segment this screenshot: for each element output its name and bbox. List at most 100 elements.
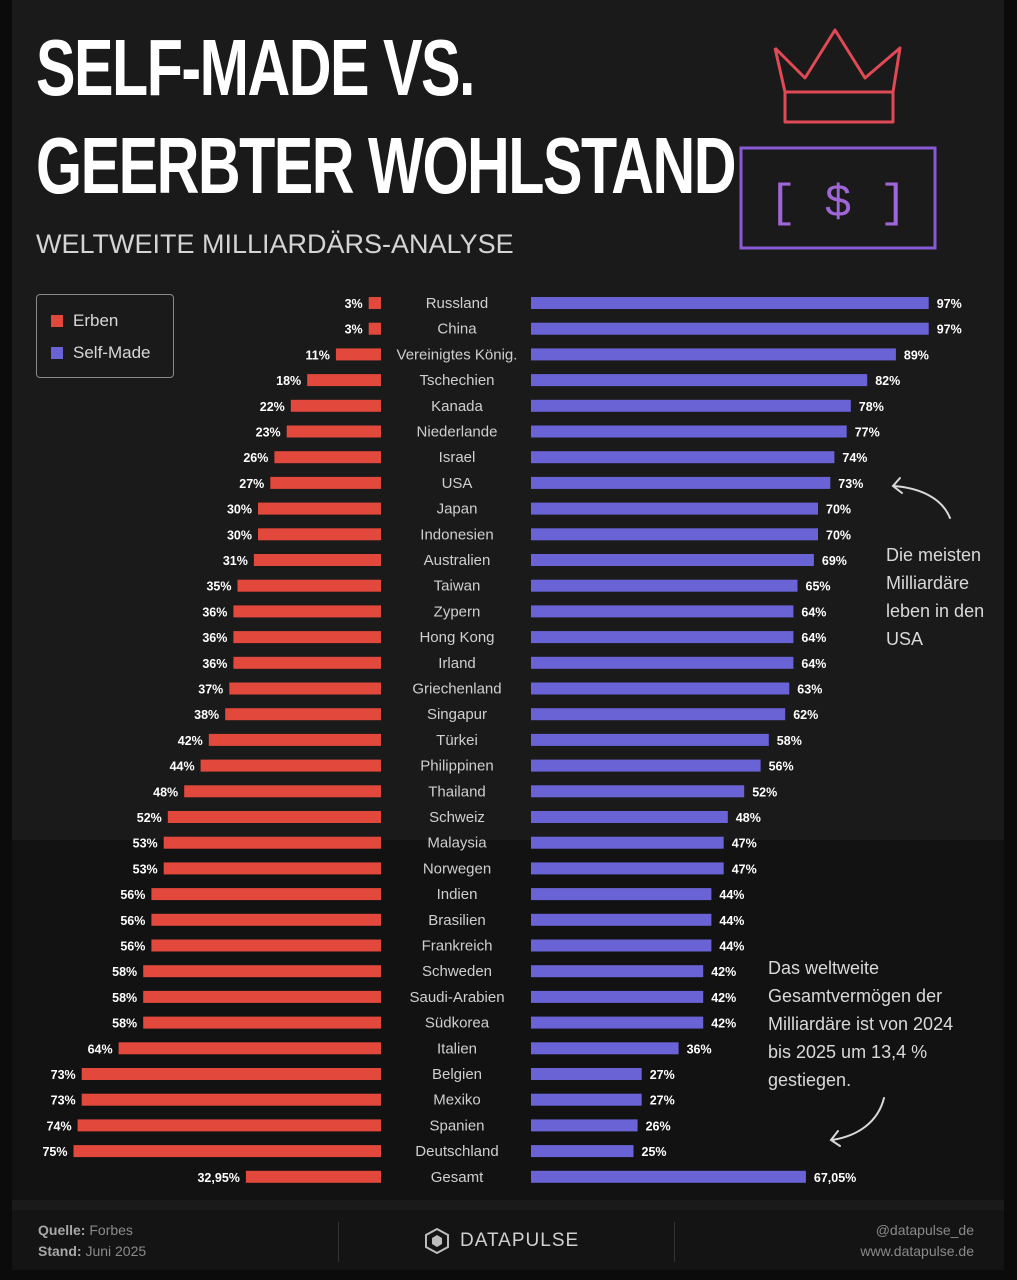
- bar-self-made: [531, 708, 786, 721]
- data-label-self-made: 25%: [642, 1145, 667, 1159]
- data-label-erben: 23%: [256, 426, 281, 440]
- bar-self-made: [531, 631, 794, 644]
- footer-handle[interactable]: @datapulse_de: [875, 1222, 974, 1238]
- bar-erben: [81, 1068, 381, 1080]
- legend-item-erben: Erben: [51, 311, 118, 331]
- data-label-erben: 58%: [112, 991, 137, 1005]
- footer-date-value: Juni 2025: [85, 1243, 147, 1259]
- bar-erben: [81, 1093, 381, 1106]
- brand-logo: DATAPULSE: [424, 1228, 579, 1254]
- data-label-erben: 58%: [112, 965, 137, 979]
- bar-erben: [143, 965, 381, 978]
- data-label-self-made: 52%: [752, 785, 777, 799]
- category-label: Niederlande: [417, 424, 498, 441]
- category-label: Zypern: [434, 603, 481, 620]
- bar-erben: [225, 708, 381, 721]
- bar-erben: [118, 1042, 381, 1055]
- annotation-usa-line: USA: [886, 629, 924, 649]
- footer-website[interactable]: www.datapulse.de: [860, 1243, 974, 1259]
- bar-self-made: [531, 1119, 638, 1132]
- bar-erben: [163, 862, 381, 875]
- data-label-self-made: 89%: [904, 348, 929, 362]
- category-label: Malaysia: [427, 835, 487, 852]
- category-label: Taiwan: [434, 578, 481, 595]
- category-label: Irland: [438, 655, 476, 672]
- bar-erben: [143, 1016, 381, 1029]
- bar-erben: [335, 348, 381, 361]
- category-label: Saudi-Arabien: [409, 989, 504, 1006]
- bar-self-made: [531, 1068, 642, 1080]
- bar-self-made: [531, 579, 798, 592]
- data-label-self-made: 44%: [719, 888, 744, 902]
- bar-self-made: [531, 656, 794, 669]
- category-label: Griechenland: [412, 681, 501, 698]
- data-label-self-made: 47%: [732, 837, 757, 851]
- footer-divider: [674, 1222, 675, 1262]
- data-label-self-made: 73%: [838, 477, 863, 491]
- bar-self-made: [531, 913, 712, 926]
- annotation-growth-line: bis 2025 um 13,4 %: [768, 1042, 928, 1062]
- bar-erben: [151, 888, 381, 901]
- brand-name: DATAPULSE: [460, 1230, 580, 1251]
- data-label-self-made: 44%: [719, 940, 744, 954]
- bar-self-made: [531, 502, 818, 515]
- data-label-erben: 26%: [243, 451, 268, 465]
- data-label-erben: 73%: [51, 1068, 76, 1082]
- bar-erben: [290, 399, 381, 412]
- data-label-erben: 36%: [202, 631, 227, 645]
- bar-self-made: [531, 888, 712, 901]
- category-label: Indien: [437, 886, 478, 903]
- data-label-self-made: 70%: [826, 528, 851, 542]
- category-label: Thailand: [428, 783, 486, 800]
- data-label-self-made: 27%: [650, 1068, 675, 1082]
- data-label-erben: 35%: [206, 580, 231, 594]
- bar-erben: [233, 631, 381, 644]
- subtitle: WELTWEITE MILLIARDÄRS-ANALYSE: [36, 229, 514, 259]
- category-label: Vereinigtes König.: [397, 346, 518, 363]
- money-bill-icon: [ $ ]: [739, 146, 937, 250]
- data-label-erben: 37%: [198, 683, 223, 697]
- category-label: Kanada: [431, 398, 483, 415]
- data-label-self-made: 67,05%: [814, 1171, 856, 1185]
- bar-self-made: [531, 785, 745, 798]
- category-label: Philippinen: [420, 758, 493, 775]
- bar-erben: [233, 656, 381, 669]
- data-label-self-made: 64%: [801, 605, 826, 619]
- data-label-erben: 73%: [51, 1094, 76, 1108]
- bar-erben: [274, 451, 381, 464]
- bar-erben: [184, 785, 381, 798]
- data-label-self-made: 47%: [732, 862, 757, 876]
- bar-self-made: [531, 1042, 679, 1055]
- data-label-self-made: 42%: [711, 965, 736, 979]
- legend-item-self-made: Self-Made: [51, 343, 150, 363]
- data-label-erben: 31%: [223, 554, 248, 568]
- data-label-erben: 3%: [345, 323, 363, 337]
- category-label: Indonesien: [420, 526, 493, 543]
- legend: Erben Self-Made: [36, 294, 174, 378]
- bar-self-made: [531, 1145, 634, 1158]
- data-label-self-made: 36%: [687, 1042, 712, 1056]
- crown-icon: [773, 28, 902, 124]
- bar-self-made: [531, 528, 818, 541]
- annotation-usa-line: Die meisten: [886, 545, 982, 565]
- data-label-erben: 27%: [239, 477, 264, 491]
- bar-erben: [163, 836, 381, 849]
- category-label: China: [437, 321, 477, 338]
- data-label-self-made: 82%: [875, 374, 900, 388]
- data-label-erben: 58%: [112, 1017, 137, 1031]
- bar-erben: [253, 554, 381, 566]
- data-label-self-made: 69%: [822, 554, 847, 568]
- data-label-erben: 32,95%: [197, 1171, 239, 1185]
- category-label: Hong Kong: [419, 629, 494, 646]
- data-label-self-made: 56%: [769, 760, 794, 774]
- footer-source-value: Forbes: [89, 1222, 133, 1238]
- bar-self-made: [531, 425, 847, 438]
- annotation-usa-line: leben in den: [886, 601, 985, 621]
- bar-erben: [258, 502, 381, 515]
- data-label-erben: 56%: [120, 888, 145, 902]
- data-label-erben: 3%: [345, 297, 363, 311]
- bar-erben: [270, 476, 381, 489]
- bar-self-made: [531, 862, 724, 875]
- data-label-self-made: 77%: [855, 426, 880, 440]
